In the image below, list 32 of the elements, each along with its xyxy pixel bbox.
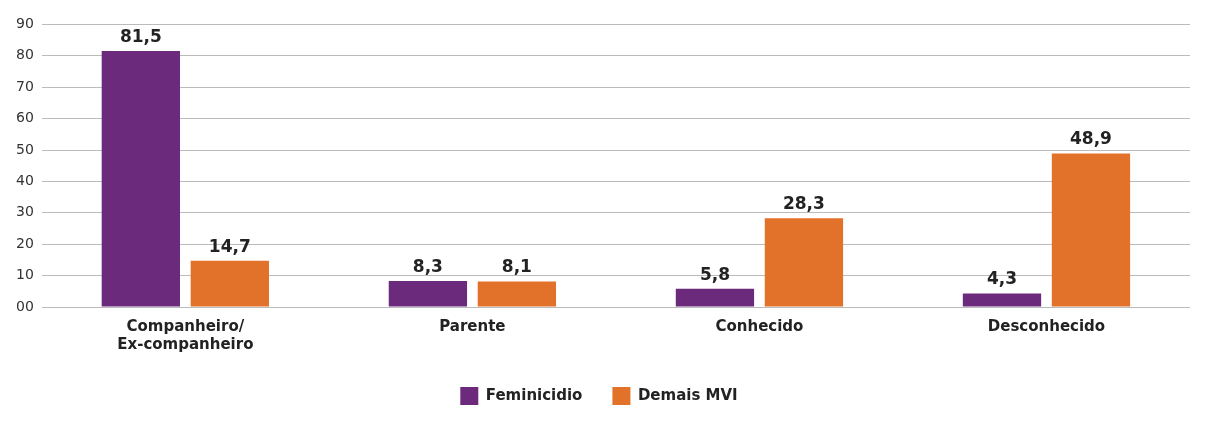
x-tick-label: Conhecido	[715, 316, 804, 335]
data-label: 8,1	[501, 256, 532, 277]
bar	[764, 218, 844, 307]
bar	[101, 51, 180, 307]
y-tick-label: 40	[15, 172, 34, 189]
data-label: 4,3	[986, 268, 1018, 289]
y-tick-label: 00	[15, 297, 34, 314]
bar	[675, 288, 755, 307]
bar	[388, 280, 468, 307]
y-tick-label: 70	[15, 77, 34, 94]
y-tick-label: 30	[15, 203, 34, 220]
y-tick-label: 20	[15, 234, 34, 251]
y-tick-label: 50	[15, 140, 34, 157]
legend-label: Feminicidio	[485, 385, 583, 404]
y-tick-label: 80	[15, 46, 34, 63]
data-label: 28,3	[782, 193, 825, 214]
data-label: 5,8	[699, 263, 730, 284]
data-label: 8,3	[412, 255, 443, 276]
data-label: 14,7	[208, 235, 251, 256]
y-tick-label: 90	[15, 15, 34, 32]
bar	[1051, 153, 1131, 307]
legend-label: Demais MVI	[637, 385, 738, 404]
bar	[190, 260, 269, 307]
bar	[477, 281, 557, 307]
y-tick-label: 10	[15, 266, 34, 283]
y-tick-label: 60	[15, 109, 34, 126]
data-label: 48,9	[1069, 128, 1112, 149]
x-tick-label: Parente	[439, 316, 506, 335]
x-tick-label: Desconhecido	[987, 316, 1106, 335]
data-label: 81,5	[119, 26, 162, 47]
bar	[962, 293, 1042, 307]
x-tick-label: Companheiro/ Ex-companheiro	[117, 316, 254, 353]
